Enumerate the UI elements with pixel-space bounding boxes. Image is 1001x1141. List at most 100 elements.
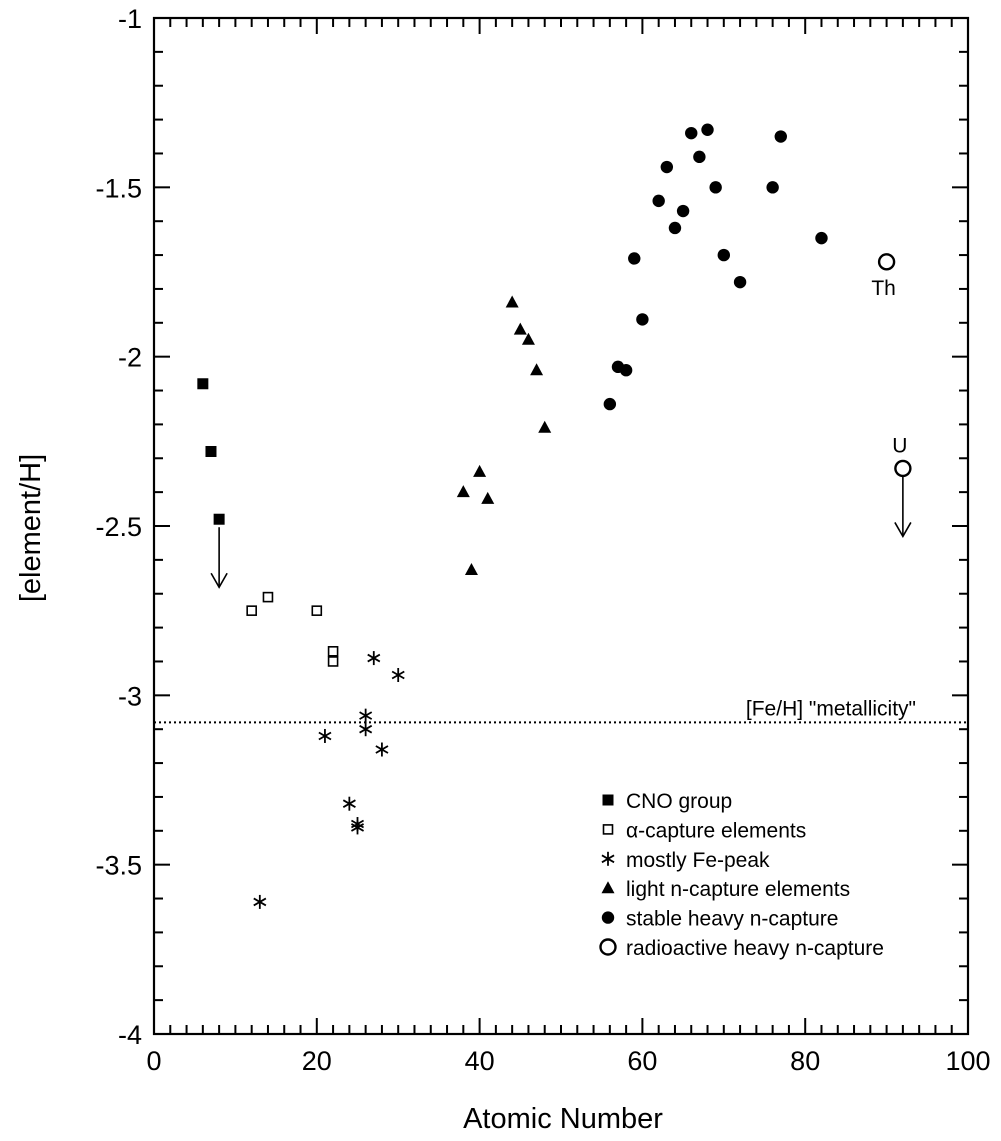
filled-circle-marker bbox=[660, 160, 674, 174]
asterisk-stroke bbox=[367, 653, 381, 663]
data-point bbox=[327, 656, 339, 667]
data-point bbox=[676, 204, 690, 218]
data-point bbox=[505, 295, 519, 308]
legend-item: light n-capture elements bbox=[601, 878, 850, 901]
open-circle-marker bbox=[599, 938, 617, 956]
filled-triangle-marker bbox=[505, 295, 519, 308]
upper-limit-arrow bbox=[894, 476, 912, 539]
open-square-marker bbox=[602, 824, 614, 835]
y-axis-title: [element/H] bbox=[15, 454, 47, 602]
asterisk-stroke bbox=[342, 799, 356, 808]
filled-circle-marker bbox=[636, 313, 649, 326]
series-asterisk bbox=[253, 651, 405, 909]
data-point bbox=[619, 364, 633, 377]
x-tick-label: 20 bbox=[302, 1046, 332, 1076]
filled-square-marker bbox=[205, 445, 217, 457]
data-point bbox=[246, 605, 257, 616]
y-tick-label: -4 bbox=[118, 1020, 142, 1050]
legend-label: light n-capture elements bbox=[626, 878, 850, 901]
open-square-marker bbox=[311, 605, 323, 616]
data-point bbox=[538, 420, 552, 433]
data-point bbox=[473, 464, 487, 477]
filled-circle-marker bbox=[676, 204, 690, 218]
point-label: U bbox=[892, 434, 907, 457]
metallicity-label: [Fe/H] "metallicity" bbox=[746, 697, 916, 720]
filled-circle-marker bbox=[717, 248, 730, 262]
data-point bbox=[350, 820, 365, 835]
series-filled-triangle bbox=[456, 295, 552, 576]
filled-square-marker bbox=[213, 513, 225, 525]
x-tick-label: 0 bbox=[146, 1046, 161, 1076]
filled-triangle-marker bbox=[473, 464, 487, 477]
filled-circle-marker bbox=[766, 181, 779, 194]
data-point bbox=[391, 668, 405, 683]
series-open-circle: Th U bbox=[871, 253, 912, 539]
series-filled-square bbox=[197, 378, 228, 589]
point-label: Th bbox=[871, 277, 896, 300]
legend-item: mostly Fe-peak bbox=[601, 849, 770, 872]
data-point bbox=[701, 123, 714, 136]
filled-circle-marker bbox=[601, 911, 615, 924]
data-point bbox=[359, 722, 373, 737]
filled-square-marker bbox=[602, 794, 614, 806]
data-point bbox=[685, 126, 698, 140]
x-tick-label: 60 bbox=[627, 1046, 657, 1076]
filled-circle-marker bbox=[619, 364, 633, 377]
filled-triangle-marker bbox=[513, 322, 527, 335]
asterisk-stroke bbox=[601, 854, 615, 864]
filled-circle-marker bbox=[774, 130, 787, 143]
data-point bbox=[774, 130, 787, 143]
upper-limit-arrow bbox=[210, 527, 228, 589]
open-square-marker bbox=[262, 591, 274, 603]
open-square-marker bbox=[327, 656, 339, 667]
data-point bbox=[628, 252, 641, 265]
legend-item: radioactive heavy n-capture bbox=[599, 937, 884, 960]
reference-line-group: [Fe/H] "metallicity" bbox=[154, 697, 968, 724]
y-tick-label: -1 bbox=[118, 4, 142, 34]
data-point bbox=[603, 397, 617, 411]
filled-triangle-marker bbox=[521, 332, 535, 345]
x-tick-label: 80 bbox=[790, 1046, 820, 1076]
data-point bbox=[530, 363, 544, 376]
y-tick-label: -2.5 bbox=[95, 512, 142, 542]
legend-marker bbox=[599, 938, 617, 956]
asterisk-stroke bbox=[375, 745, 389, 754]
filled-circle-marker bbox=[693, 150, 706, 164]
open-square-marker bbox=[327, 646, 339, 657]
y-tick-label: -3 bbox=[118, 681, 142, 711]
data-point bbox=[359, 708, 373, 723]
data-point bbox=[456, 485, 470, 498]
x-tick-label: 100 bbox=[945, 1046, 990, 1076]
data-point bbox=[815, 231, 828, 245]
series-filled-circle bbox=[603, 123, 828, 411]
filled-circle-marker bbox=[733, 275, 747, 289]
legend-label: CNO group bbox=[626, 790, 732, 813]
x-axis-title: Atomic Number bbox=[463, 1103, 663, 1135]
data-point bbox=[311, 605, 323, 616]
series-open-square bbox=[246, 591, 339, 667]
legend-marker bbox=[602, 824, 614, 835]
asterisk-stroke bbox=[391, 670, 405, 680]
data-point bbox=[636, 313, 649, 326]
legend-item: CNO group bbox=[602, 790, 732, 813]
data-point bbox=[693, 150, 706, 164]
data-point bbox=[513, 322, 527, 335]
filled-circle-marker bbox=[701, 123, 714, 136]
data-points: Th U bbox=[197, 123, 912, 909]
y-tick-label: -3.5 bbox=[95, 851, 142, 881]
filled-circle-marker bbox=[815, 231, 828, 245]
data-point bbox=[521, 332, 535, 345]
filled-circle-marker bbox=[652, 194, 665, 208]
filled-triangle-marker bbox=[538, 420, 552, 433]
tick-labels: 0 20 40 60 80 100 -1 -1.5 -2 -2.5 -3 -3.5 -4 bbox=[95, 4, 990, 1076]
legend-label: α-capture elements bbox=[626, 819, 806, 842]
legend-marker bbox=[602, 794, 614, 806]
arrow-head bbox=[210, 572, 228, 589]
filled-triangle-marker bbox=[601, 881, 615, 894]
data-point bbox=[709, 181, 722, 194]
data-point bbox=[894, 459, 912, 478]
asterisk-stroke bbox=[359, 724, 373, 734]
legend-label: stable heavy n-capture bbox=[626, 908, 838, 931]
filled-square-marker bbox=[197, 378, 209, 390]
